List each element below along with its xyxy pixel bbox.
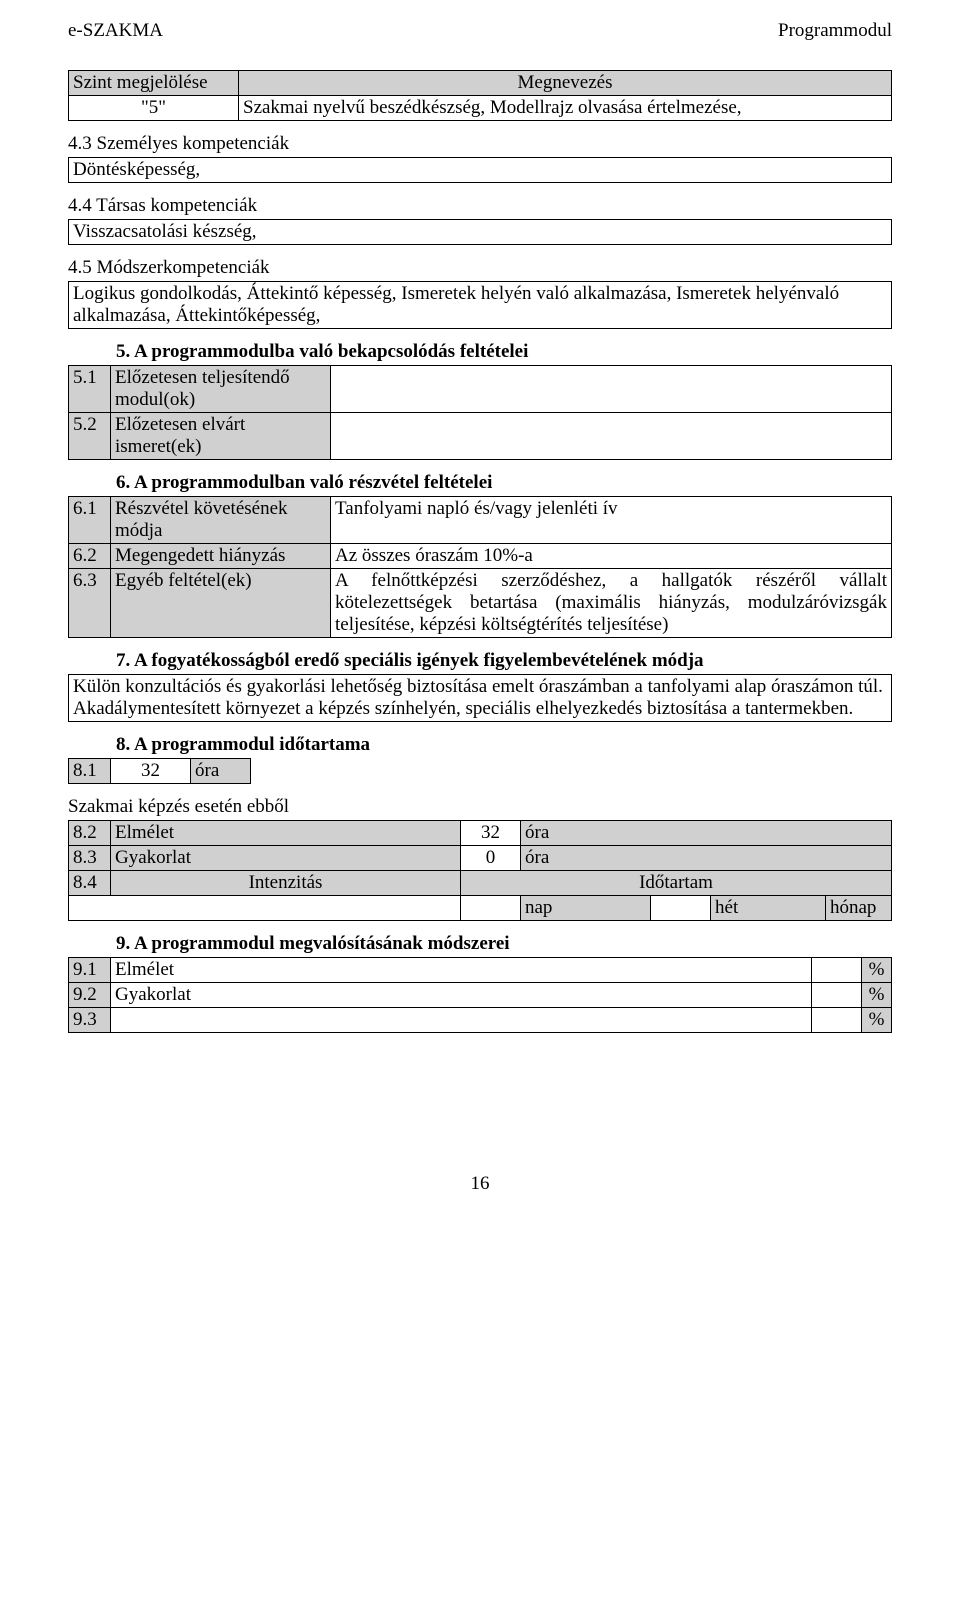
level-table: Szint megjelölése Megnevezés "5" Szakmai… (68, 70, 892, 121)
s8-r2-num: 8.2 (69, 821, 111, 846)
section-5-table: 5.1 Előzetesen teljesítendő modul(ok) 5.… (68, 365, 892, 460)
section-4-3-title: 4.3 Személyes kompetenciák (68, 133, 892, 155)
s9-r2-label: Gyakorlat (111, 983, 812, 1008)
s6-r2-val: Az összes óraszám 10%-a (331, 544, 892, 569)
section-7-title: 7. A fogyatékosságból eredő speciális ig… (116, 650, 892, 672)
s5-r2-label: Előzetesen elvárt ismeret(ek) (111, 413, 331, 460)
s9-r3-val (812, 1008, 862, 1033)
page-number: 16 (68, 1173, 892, 1195)
s5-r1-label: Előzetesen teljesítendő modul(ok) (111, 366, 331, 413)
page-container: e-SZAKMA Programmodul Szint megjelölése … (0, 0, 960, 1235)
s8-r3-val: 0 (461, 846, 521, 871)
section-9-table: 9.1 Elmélet % 9.2 Gyakorlat % 9.3 % (68, 957, 892, 1033)
s9-r1-label: Elmélet (111, 958, 812, 983)
s8-blank (69, 896, 461, 921)
section-8-title: 8. A programmodul időtartama (116, 734, 892, 756)
s9-r2-pct: % (862, 983, 892, 1008)
s9-r3-num: 9.3 (69, 1008, 111, 1033)
s8-nap-v (461, 896, 521, 921)
name-cell: Szakmai nyelvű beszédkészség, Modellrajz… (239, 96, 892, 121)
s9-r3-pct: % (862, 1008, 892, 1033)
s6-r3-val: A felnőttképzési szerződéshez, a hallgat… (331, 569, 892, 638)
th-level: Szint megjelölése (69, 71, 239, 96)
s8-r3-unit: óra (521, 846, 892, 871)
section-8-sub: Szakmai képzés esetén ebből (68, 796, 892, 818)
s6-r3-label: Egyéb feltétel(ek) (111, 569, 331, 638)
s8-het: hét (711, 896, 826, 921)
section-6-title: 6. A programmodulban való részvétel felt… (116, 472, 892, 494)
s9-r3-label (111, 1008, 812, 1033)
section-4-4-box: Visszacsatolási készség, (68, 219, 892, 245)
s6-r1-num: 6.1 (69, 497, 111, 544)
s8-r4-dur: Időtartam (461, 871, 892, 896)
section-7-box: Külön konzultációs és gyakorlási lehetős… (68, 674, 892, 722)
section-5-title: 5. A programmodulba való bekapcsolódás f… (116, 341, 892, 363)
s8-honap: hónap (826, 896, 892, 921)
s6-r1-label: Részvétel követésének módja (111, 497, 331, 544)
s5-r2-val (331, 413, 892, 460)
section-6-table: 6.1 Részvétel követésének módja Tanfolya… (68, 496, 892, 638)
page-header: e-SZAKMA Programmodul (68, 20, 892, 42)
s5-r1-num: 5.1 (69, 366, 111, 413)
s8-r3-num: 8.3 (69, 846, 111, 871)
s8-r2-val: 32 (461, 821, 521, 846)
level-cell: "5" (69, 96, 239, 121)
th-name: Megnevezés (239, 71, 892, 96)
s9-r2-val (812, 983, 862, 1008)
s8-r2-label: Elmélet (111, 821, 461, 846)
s8-r2-unit: óra (521, 821, 892, 846)
s8-r1-val: 32 (111, 759, 191, 784)
s6-r3-num: 6.3 (69, 569, 111, 638)
s8-r1-unit: óra (191, 759, 251, 784)
s8-r4-int: Intenzitás (111, 871, 461, 896)
s5-r2-num: 5.2 (69, 413, 111, 460)
header-left: e-SZAKMA (68, 20, 163, 42)
section-9-title: 9. A programmodul megvalósításának módsz… (116, 933, 892, 955)
section-4-3-box: Döntésképesség, (68, 157, 892, 183)
s9-r1-val (812, 958, 862, 983)
s8-r1-num: 8.1 (69, 759, 111, 784)
s6-r1-val: Tanfolyami napló és/vagy jelenléti ív (331, 497, 892, 544)
s9-r1-num: 9.1 (69, 958, 111, 983)
header-right: Programmodul (778, 20, 892, 42)
s6-r2-label: Megengedett hiányzás (111, 544, 331, 569)
s8-r4-num: 8.4 (69, 871, 111, 896)
section-4-5-box: Logikus gondolkodás, Áttekintő képesség,… (68, 281, 892, 329)
s8-nap: nap (521, 896, 651, 921)
s8-het-v (651, 896, 711, 921)
s9-r2-num: 9.2 (69, 983, 111, 1008)
s5-r1-val (331, 366, 892, 413)
section-8-table-1: 8.1 32 óra (68, 758, 251, 784)
section-8-table-2: 8.2 Elmélet 32 óra 8.3 Gyakorlat 0 óra 8… (68, 820, 892, 921)
s6-r2-num: 6.2 (69, 544, 111, 569)
section-4-5-title: 4.5 Módszerkompetenciák (68, 257, 892, 279)
s8-r3-label: Gyakorlat (111, 846, 461, 871)
s9-r1-pct: % (862, 958, 892, 983)
section-4-4-title: 4.4 Társas kompetenciák (68, 195, 892, 217)
